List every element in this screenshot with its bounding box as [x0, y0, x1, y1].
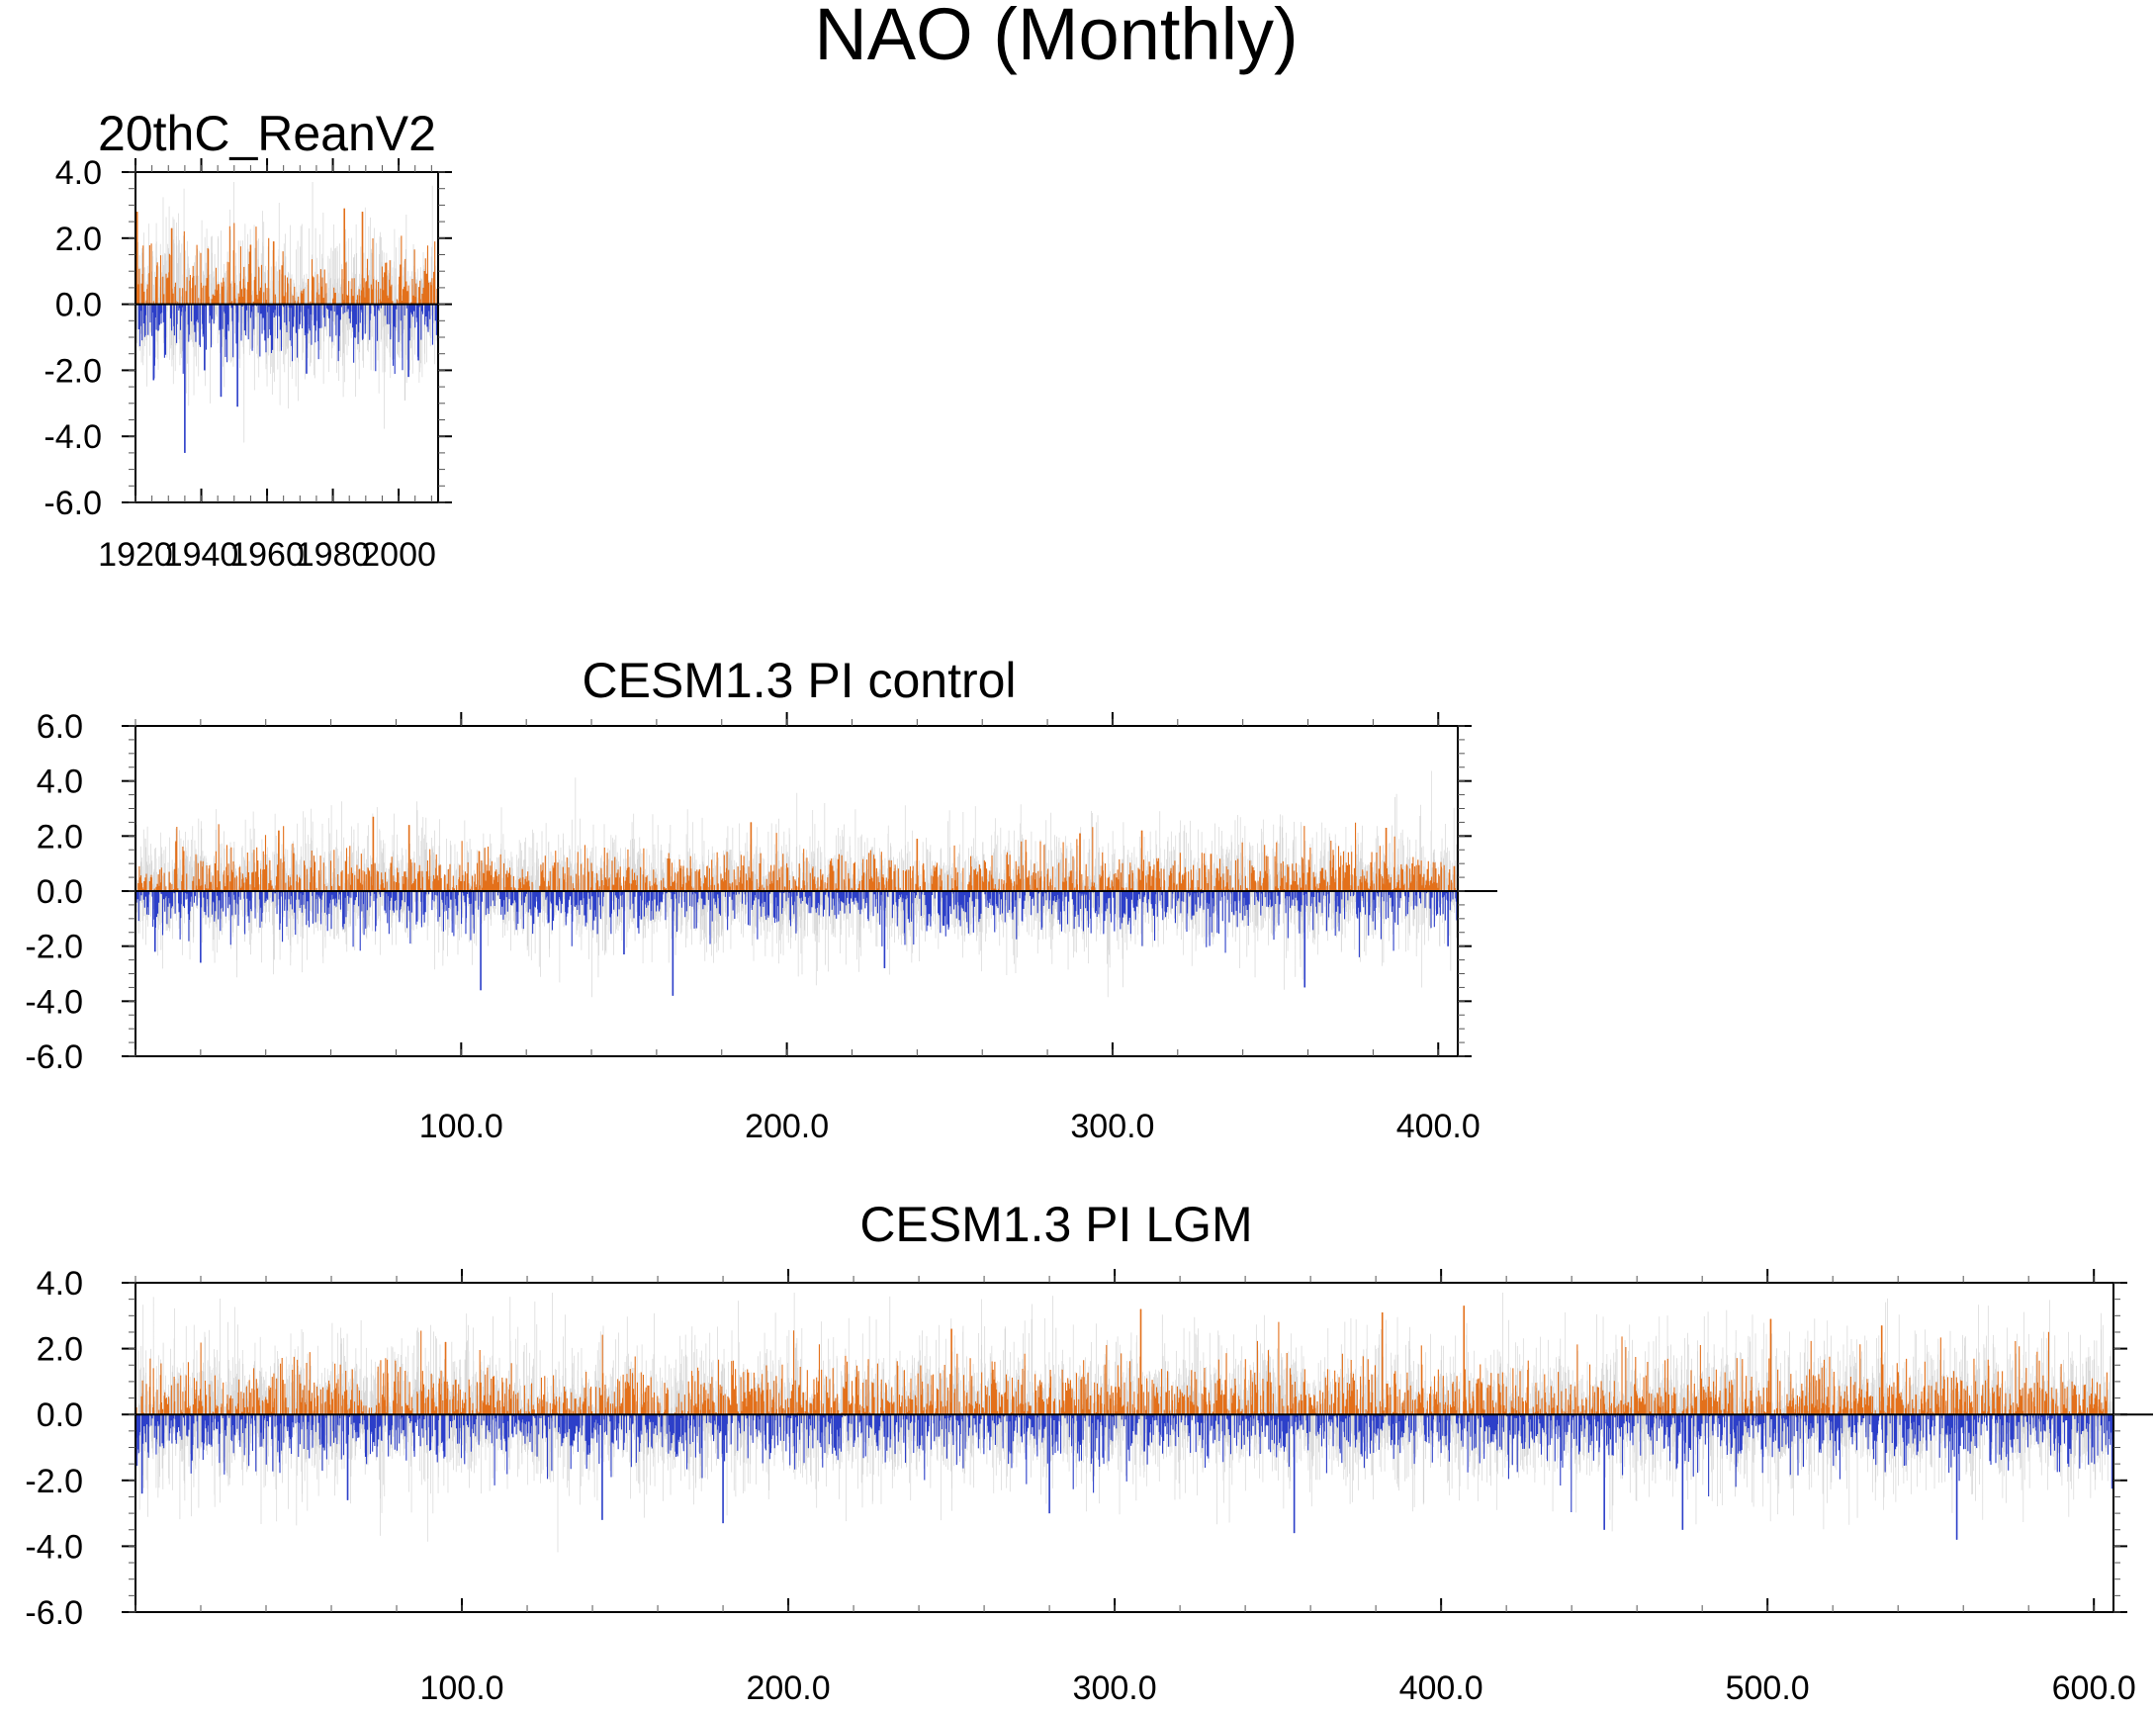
y-tick-label: 0.0 — [37, 873, 83, 911]
y-tick-label: -4.0 — [25, 1528, 83, 1566]
panel-20thc-reanv2: 20thC_ReanV2 4.02.00.0-2.0-4.0-6.0192019… — [44, 106, 452, 574]
y-tick-label: 4.0 — [37, 1265, 83, 1303]
y-tick-label: -2.0 — [25, 1463, 83, 1500]
y-tick-label: 0.0 — [37, 1396, 83, 1434]
y-tick-label: -6.0 — [44, 485, 102, 522]
x-tick-label: 400.0 — [1396, 1108, 1481, 1145]
y-tick-label: -6.0 — [25, 1594, 83, 1632]
x-tick-label: 200.0 — [747, 1669, 831, 1707]
panel-title: 20thC_ReanV2 — [98, 106, 436, 161]
y-tick-label: 2.0 — [37, 1331, 83, 1369]
plot-frame — [135, 1282, 2114, 1613]
x-tick-label: 1980 — [296, 536, 371, 574]
y-tick-label: -2.0 — [25, 929, 83, 966]
x-tick-label: 300.0 — [1070, 1108, 1154, 1145]
x-tick-label: 100.0 — [419, 1669, 503, 1707]
x-tick-label: 500.0 — [1726, 1669, 1810, 1707]
y-tick-label: 6.0 — [37, 708, 83, 746]
panel-title: CESM1.3 PI LGM — [859, 1197, 1252, 1252]
x-tick-label: 2000 — [361, 536, 436, 574]
x-tick-label: 1940 — [164, 536, 239, 574]
panel-title: CESM1.3 PI control — [582, 653, 1016, 708]
y-tick-label: 2.0 — [37, 818, 83, 856]
figure-title: NAO (Monthly) — [814, 0, 1298, 75]
panel-cesm-pi-control: CESM1.3 PI control 6.0 4.0 2.0 0.0 -2.0 -4.0 -… — [25, 653, 1497, 1145]
x-tick-label: 400.0 — [1399, 1669, 1483, 1707]
y-tick-label: 4.0 — [37, 764, 83, 801]
x-tick-label: 300.0 — [1073, 1669, 1157, 1707]
panel-cesm-pi-lgm: CESM1.3 PI LGM 4.0 2.0 0.0 -2.0 -4.0 -6.0 100.… — [25, 1197, 2153, 1707]
x-tick-label: 100.0 — [419, 1108, 503, 1145]
y-tick-label: 0.0 — [55, 287, 102, 324]
x-tick-label: 1920 — [98, 536, 173, 574]
y-tick-label: 4.0 — [55, 154, 102, 192]
y-tick-label: -2.0 — [44, 352, 102, 390]
x-tick-label: 200.0 — [745, 1108, 829, 1145]
y-tick-label: -6.0 — [25, 1038, 83, 1076]
y-tick-label: -4.0 — [25, 983, 83, 1021]
x-tick-label: 600.0 — [2052, 1669, 2136, 1707]
x-tick-label: 1960 — [229, 536, 305, 574]
y-tick-label: 2.0 — [55, 221, 102, 258]
y-tick-label: -4.0 — [44, 418, 102, 456]
